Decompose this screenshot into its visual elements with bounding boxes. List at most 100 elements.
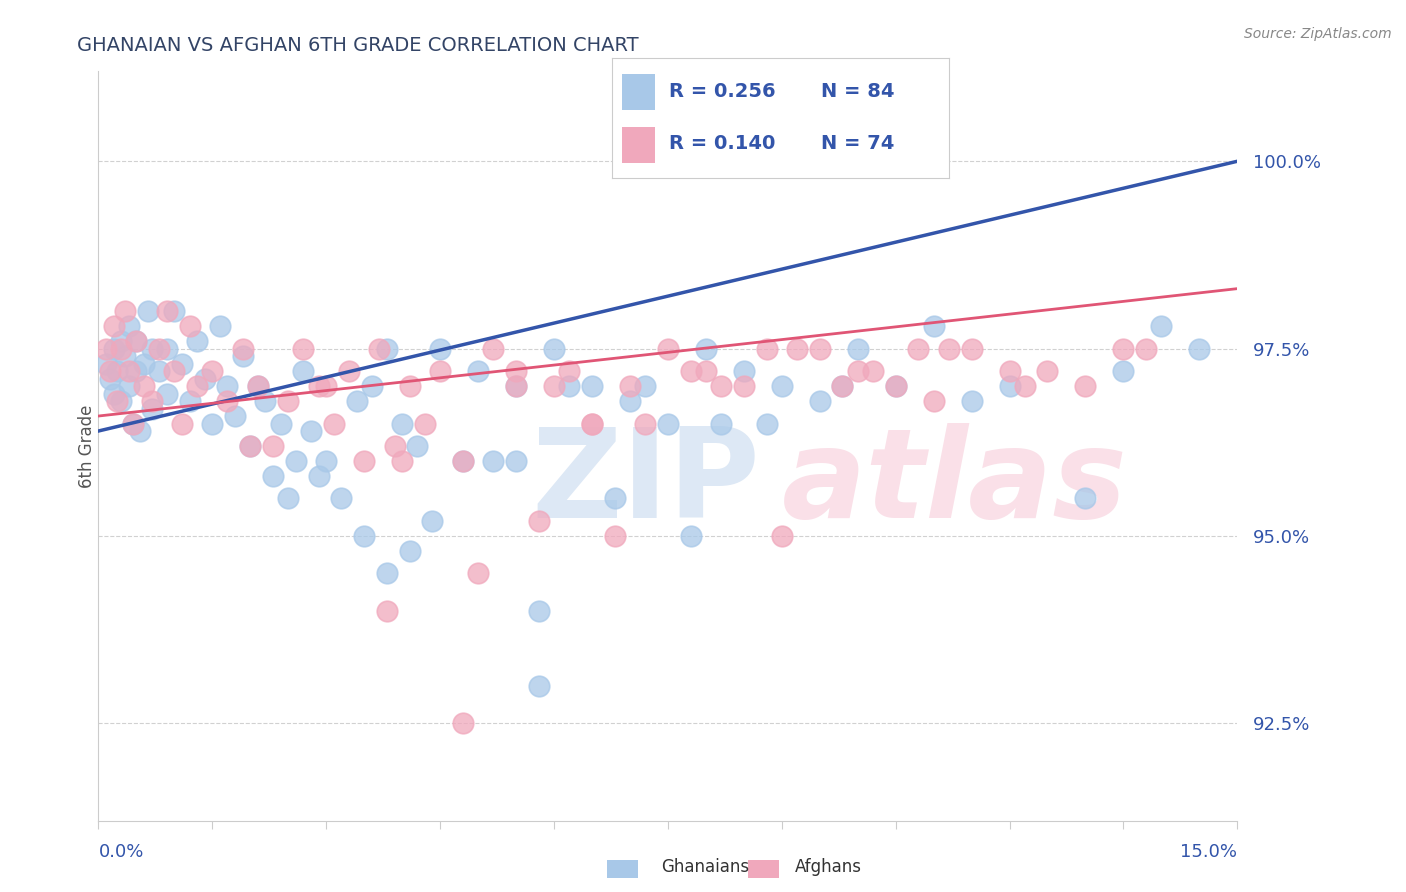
- Text: R = 0.256: R = 0.256: [669, 82, 776, 101]
- Point: [1188, 342, 1211, 356]
- Point: [527, 514, 550, 528]
- Point: [527, 604, 550, 618]
- Point: [239, 439, 262, 453]
- Text: GHANAIAN VS AFGHAN 6TH GRADE CORRELATION CHART: GHANAIAN VS AFGHAN 6TH GRADE CORRELATION…: [77, 36, 638, 54]
- Point: [246, 379, 269, 393]
- Point: [808, 342, 831, 356]
- Point: [292, 364, 315, 378]
- Text: 15.0%: 15.0%: [1180, 843, 1237, 861]
- Point: [558, 364, 581, 378]
- Point: [308, 469, 330, 483]
- Point: [733, 364, 755, 378]
- Point: [208, 319, 231, 334]
- Point: [710, 379, 733, 393]
- Point: [391, 417, 413, 431]
- Point: [98, 364, 121, 378]
- Point: [239, 439, 262, 453]
- Point: [94, 357, 117, 371]
- Point: [413, 417, 436, 431]
- Point: [170, 417, 193, 431]
- Point: [619, 379, 641, 393]
- Point: [938, 342, 960, 356]
- Point: [125, 334, 148, 348]
- Point: [217, 379, 239, 393]
- Point: [429, 342, 451, 356]
- Point: [277, 394, 299, 409]
- Point: [391, 454, 413, 468]
- Point: [543, 342, 565, 356]
- Text: ZIP: ZIP: [531, 423, 759, 544]
- Point: [406, 439, 429, 453]
- Point: [270, 417, 292, 431]
- Text: N = 74: N = 74: [821, 134, 894, 153]
- Point: [429, 364, 451, 378]
- Text: Afghans: Afghans: [794, 858, 862, 876]
- Point: [125, 364, 148, 378]
- Point: [998, 379, 1021, 393]
- Point: [1112, 342, 1135, 356]
- Point: [998, 364, 1021, 378]
- Point: [679, 364, 702, 378]
- Point: [558, 379, 581, 393]
- Point: [505, 379, 527, 393]
- Point: [201, 417, 224, 431]
- Bar: [621, 74, 655, 110]
- Point: [110, 334, 132, 348]
- Point: [163, 304, 186, 318]
- Point: [322, 417, 344, 431]
- Point: [884, 379, 907, 393]
- Point: [581, 379, 603, 393]
- Text: N = 84: N = 84: [821, 82, 894, 101]
- Point: [330, 491, 353, 506]
- Point: [619, 394, 641, 409]
- Point: [262, 439, 284, 453]
- Y-axis label: 6th Grade: 6th Grade: [79, 404, 96, 488]
- Point: [1074, 379, 1097, 393]
- Point: [118, 319, 141, 334]
- Text: Ghanaians: Ghanaians: [661, 858, 749, 876]
- Point: [922, 319, 945, 334]
- Text: 0.0%: 0.0%: [98, 843, 143, 861]
- Point: [262, 469, 284, 483]
- Text: Source: ZipAtlas.com: Source: ZipAtlas.com: [1244, 27, 1392, 41]
- Point: [755, 417, 778, 431]
- Point: [831, 379, 853, 393]
- Point: [884, 379, 907, 393]
- Point: [129, 424, 152, 438]
- Point: [505, 454, 527, 468]
- Point: [657, 342, 679, 356]
- Point: [224, 409, 246, 423]
- Point: [786, 342, 808, 356]
- Point: [179, 394, 201, 409]
- Point: [398, 379, 420, 393]
- Point: [360, 379, 382, 393]
- Point: [451, 454, 474, 468]
- Point: [353, 454, 375, 468]
- Point: [179, 319, 201, 334]
- Point: [581, 417, 603, 431]
- Point: [148, 342, 170, 356]
- Point: [960, 342, 983, 356]
- Point: [254, 394, 277, 409]
- Point: [770, 529, 793, 543]
- Point: [451, 454, 474, 468]
- Point: [808, 394, 831, 409]
- Point: [156, 342, 179, 356]
- Point: [118, 379, 141, 393]
- Point: [368, 342, 391, 356]
- Point: [132, 379, 155, 393]
- Point: [603, 491, 626, 506]
- Point: [121, 417, 143, 431]
- Point: [1135, 342, 1157, 356]
- Point: [384, 439, 406, 453]
- Point: [141, 401, 163, 416]
- Point: [398, 544, 420, 558]
- Point: [98, 371, 121, 385]
- Point: [634, 417, 657, 431]
- Point: [284, 454, 307, 468]
- Point: [375, 604, 398, 618]
- Point: [770, 379, 793, 393]
- Point: [634, 379, 657, 393]
- Point: [132, 357, 155, 371]
- Point: [186, 379, 208, 393]
